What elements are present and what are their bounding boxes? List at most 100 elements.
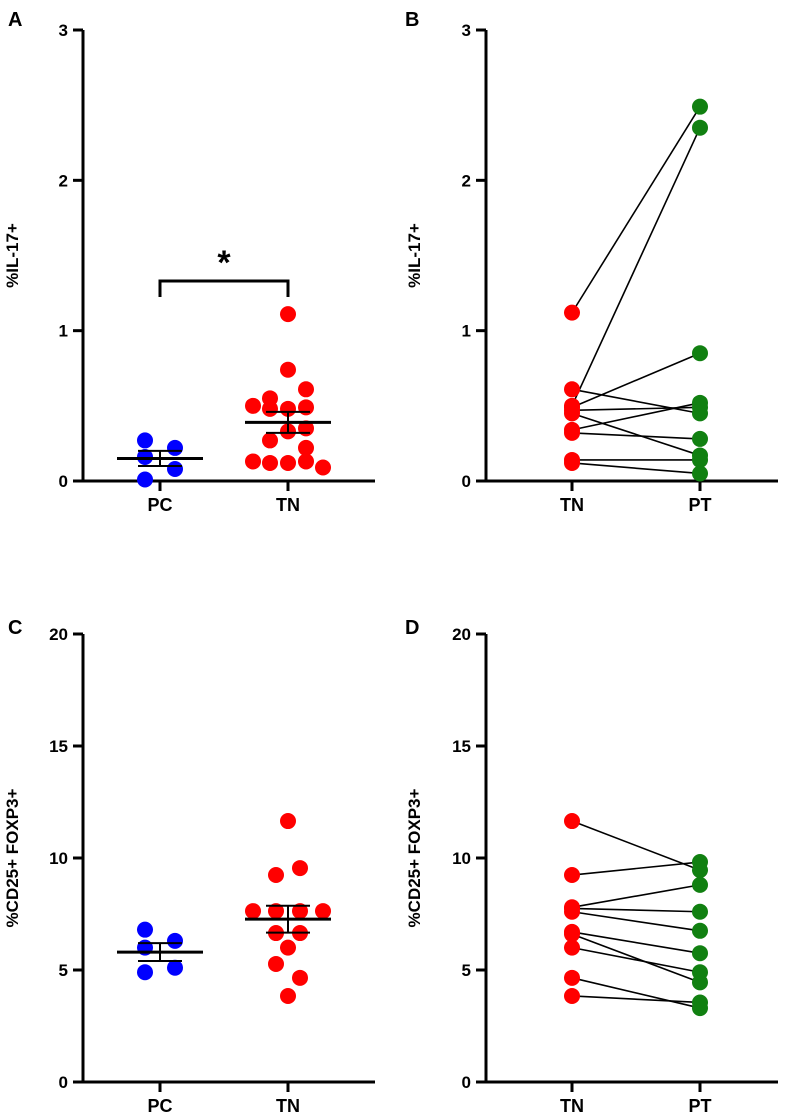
- data-point-pt: [692, 345, 708, 362]
- data-point-tn: [298, 453, 314, 470]
- data-point-pc: [167, 439, 183, 456]
- data-point-tn: [564, 405, 580, 422]
- pair-line: [571, 910, 701, 932]
- y-tick-label: 2: [59, 171, 68, 190]
- x-tick-label: TN: [560, 1096, 584, 1116]
- data-point-tn: [280, 361, 296, 378]
- panel-label: A: [8, 9, 22, 31]
- y-tick-label: 2: [462, 171, 471, 190]
- data-point-tn: [315, 903, 331, 920]
- data-point-tn: [564, 867, 580, 884]
- data-point-pt: [692, 98, 708, 115]
- x-tick-label: PC: [147, 1096, 172, 1116]
- y-tick-label: 3: [462, 21, 471, 40]
- panel-c: C 0 5 10 15 20 PC TN %CD25+ FOXP3+: [3, 617, 375, 1116]
- data-point-tn: [262, 454, 278, 471]
- data-point-tn: [280, 454, 296, 471]
- data-point-tn: [245, 903, 261, 920]
- pair-line: [571, 820, 701, 871]
- data-point-tn: [245, 453, 261, 470]
- data-point-tn: [564, 454, 580, 471]
- pair-line: [571, 931, 701, 954]
- data-point-tn: [564, 304, 580, 321]
- pair-line: [571, 861, 701, 876]
- data-point-pc: [137, 432, 153, 449]
- data-point-tn: [268, 867, 284, 884]
- data-point-tn: [564, 926, 580, 943]
- data-point-tn: [564, 969, 580, 986]
- y-tick-label: 3: [59, 21, 68, 40]
- data-point-pc: [137, 448, 153, 465]
- data-point-tn: [262, 400, 278, 417]
- data-point-pt: [692, 854, 708, 871]
- y-axis-title: %IL-17+: [405, 223, 424, 288]
- data-point-tn: [298, 399, 314, 416]
- y-tick-label: 20: [49, 625, 68, 644]
- y-axis-title: %IL-17+: [3, 223, 22, 288]
- pair-line: [571, 352, 701, 409]
- pair-line: [571, 432, 701, 440]
- pair-line: [571, 106, 701, 314]
- y-tick-label: 10: [452, 849, 471, 868]
- pair-line: [571, 412, 701, 457]
- data-point-tn: [268, 903, 284, 920]
- data-point-pc: [137, 921, 153, 938]
- data-point-tn: [298, 381, 314, 398]
- pair-line: [571, 388, 701, 415]
- data-point-pt: [692, 964, 708, 981]
- significance-marker: *: [217, 244, 231, 282]
- data-point-pc: [167, 959, 183, 976]
- y-axis-title: %CD25+ FOXP3+: [405, 788, 424, 927]
- x-tick-label: TN: [276, 1096, 300, 1116]
- data-point-pc: [167, 460, 183, 477]
- y-tick-label: 15: [452, 737, 471, 756]
- y-tick-label: 10: [49, 849, 68, 868]
- y-tick-label: 1: [59, 322, 68, 341]
- data-point-pt: [692, 465, 708, 482]
- pair-line: [571, 933, 701, 984]
- x-tick-label: TN: [276, 495, 300, 515]
- data-point-pc: [167, 932, 183, 949]
- pair-line: [571, 402, 701, 431]
- data-point-tn: [564, 987, 580, 1004]
- x-tick-label: PT: [688, 1096, 711, 1116]
- data-point-tn: [280, 939, 296, 956]
- data-point-pc: [137, 471, 153, 488]
- data-point-pt: [692, 922, 708, 939]
- x-tick-label: PC: [147, 495, 172, 515]
- pair-line: [571, 127, 701, 407]
- data-point-tn: [280, 813, 296, 830]
- data-point-tn: [564, 813, 580, 830]
- data-point-pt: [692, 876, 708, 893]
- data-point-tn: [564, 903, 580, 920]
- data-point-pt: [692, 451, 708, 468]
- data-point-tn: [298, 439, 314, 456]
- y-axis-title: %CD25+ FOXP3+: [3, 788, 22, 927]
- y-tick-label: 5: [59, 961, 68, 980]
- data-point-tn: [268, 955, 284, 972]
- data-point-tn: [292, 969, 308, 986]
- data-point-tn: [280, 306, 296, 323]
- y-tick-label: 20: [452, 625, 471, 644]
- data-point-tn: [564, 939, 580, 956]
- panel-b: B 0 1 2 3 TN PT %IL-17+: [405, 9, 778, 515]
- y-tick-label: 1: [462, 322, 471, 341]
- data-point-tn: [292, 860, 308, 877]
- x-tick-label: PT: [688, 495, 711, 515]
- pair-line: [571, 995, 701, 1004]
- pair-line: [571, 462, 701, 475]
- data-point-pt: [692, 394, 708, 411]
- x-tick-label: TN: [560, 495, 584, 515]
- y-tick-label: 0: [59, 1073, 68, 1092]
- significance-bracket: [158, 279, 290, 297]
- panel-label: D: [405, 617, 419, 639]
- data-point-tn: [315, 459, 331, 476]
- pair-line: [571, 946, 701, 974]
- data-point-pt: [692, 945, 708, 962]
- pair-line: [571, 977, 701, 1009]
- pair-line: [571, 907, 701, 913]
- data-point-tn: [245, 397, 261, 414]
- panel-label: B: [405, 9, 419, 31]
- data-point-pc: [137, 964, 153, 981]
